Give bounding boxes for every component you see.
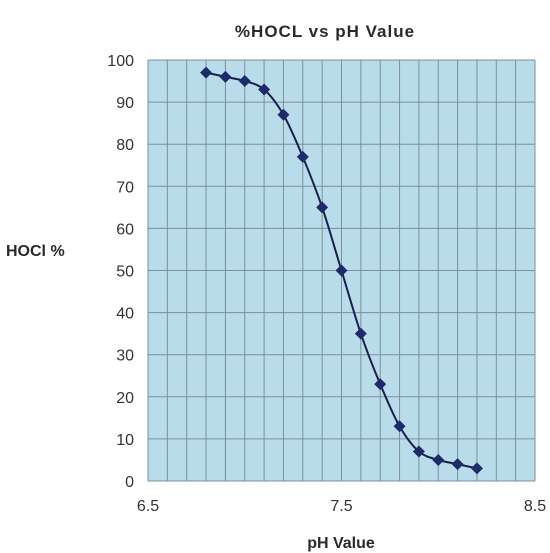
y-tick-label: 60	[116, 221, 134, 238]
y-tick-label: 20	[116, 390, 134, 407]
y-axis-label: HOCl %	[6, 243, 65, 260]
data-point-marker	[412, 445, 425, 458]
y-tick-label: 10	[116, 432, 134, 449]
data-point-marker	[432, 453, 445, 466]
x-tick-label: 8.5	[524, 498, 546, 515]
data-point-marker	[470, 462, 483, 475]
data-point-marker	[316, 201, 329, 214]
data-point-marker	[374, 378, 387, 391]
x-tick-label: 7.5	[330, 498, 352, 515]
x-tick-label: 6.5	[137, 498, 159, 515]
data-point-marker	[354, 327, 367, 340]
data-point-marker	[258, 83, 271, 96]
y-tick-label: 30	[116, 348, 134, 365]
data-point-marker	[451, 458, 464, 471]
y-tick-label: 100	[107, 53, 134, 70]
data-point-marker	[296, 150, 309, 163]
y-tick-label: 0	[125, 474, 134, 491]
y-tick-label: 70	[116, 179, 134, 196]
data-point-marker	[393, 420, 406, 433]
y-tick-label: 40	[116, 306, 134, 323]
data-point-marker	[238, 75, 251, 88]
data-point-marker	[200, 66, 213, 79]
x-axis-ticks: 6.5 7.5 8.5	[137, 498, 546, 515]
y-tick-label: 50	[116, 264, 134, 281]
chart-title: %HOCL vs pH Value	[235, 22, 415, 41]
data-markers	[200, 66, 483, 475]
y-tick-label: 90	[116, 95, 134, 112]
data-point-marker	[335, 264, 348, 277]
y-tick-label: 80	[116, 137, 134, 154]
data-point-marker	[277, 108, 290, 121]
x-axis-label: pH Value	[307, 535, 375, 552]
data-point-marker	[219, 70, 232, 83]
